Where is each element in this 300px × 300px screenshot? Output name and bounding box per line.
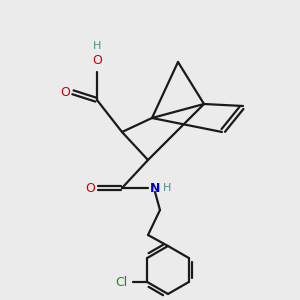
Text: Cl: Cl (115, 275, 127, 289)
Text: O: O (60, 85, 70, 98)
Text: O: O (92, 53, 102, 67)
Text: N: N (150, 182, 160, 194)
Text: O: O (85, 182, 95, 194)
Text: H: H (93, 41, 101, 51)
Text: H: H (163, 183, 171, 193)
